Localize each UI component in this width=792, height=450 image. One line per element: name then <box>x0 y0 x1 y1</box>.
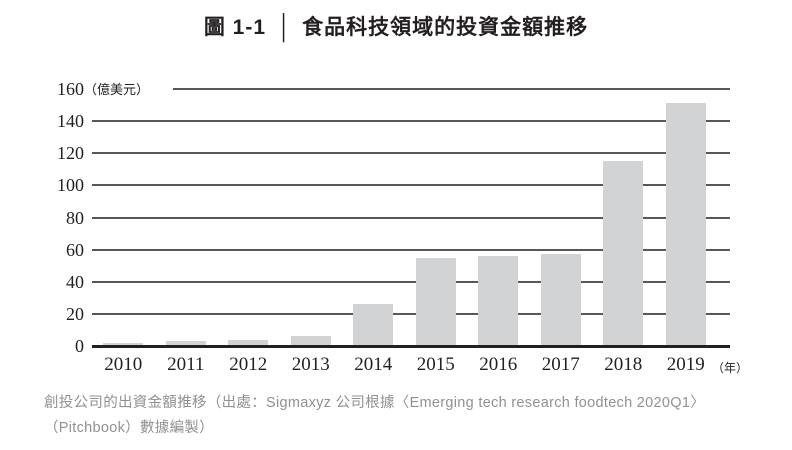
bar-2010 <box>103 342 144 346</box>
bar-2019 <box>665 103 706 346</box>
figure-title: 圖 1-1 │ 食品科技領域的投資金額推移 <box>0 11 792 41</box>
x-label-2017: 2017 <box>541 354 580 375</box>
x-label-2013: 2013 <box>291 354 330 375</box>
y-tick-label-80: 80 <box>66 207 84 228</box>
bar-2013 <box>290 336 331 346</box>
y-tick-label-0: 0 <box>75 336 84 356</box>
gridline-140 <box>92 120 730 123</box>
gridline-60 <box>92 248 730 251</box>
y-tick-label-120: 120 <box>57 143 84 164</box>
x-label-2019: 2019 <box>666 354 705 375</box>
x-label-2014: 2014 <box>354 354 393 375</box>
gridline-120 <box>92 152 730 155</box>
gridline-40 <box>92 280 730 283</box>
bar-2011 <box>165 341 206 346</box>
y-axis-unit-label: （億美元） <box>84 79 156 98</box>
caption-line-1: 創投公司的出資金額推移（出處：Sigmaxyz 公司根據〈Emerging te… <box>44 395 705 411</box>
gridline-160 <box>173 88 730 90</box>
x-label-2012: 2012 <box>229 354 268 375</box>
x-label-2015: 2015 <box>416 354 455 375</box>
gridline-100 <box>92 184 730 187</box>
x-label-2011: 2011 <box>167 354 205 375</box>
figure-number: 圖 1-1 <box>203 16 267 39</box>
x-label-2010: 2010 <box>104 354 143 375</box>
x-axis-line <box>92 345 730 348</box>
gridline-80 <box>92 216 730 219</box>
y-tick-label-40: 40 <box>66 271 84 292</box>
bar-chart: 0 20 40 60 80 100 120 140 160 （億美元） 2010 2011 2012… <box>57 79 748 375</box>
bar-2016 <box>478 256 519 346</box>
bar-2012 <box>228 339 269 346</box>
y-tick-label-140: 140 <box>57 111 84 132</box>
figure-title-text: 食品科技領域的投資金額推移 <box>302 16 589 39</box>
bar-2015 <box>415 257 456 346</box>
gridline-20 <box>92 312 730 315</box>
y-tick-label-60: 60 <box>66 239 84 260</box>
caption-line-2: （Pitchbook）數據編製） <box>44 419 214 436</box>
x-label-2018: 2018 <box>604 354 643 375</box>
x-label-2016: 2016 <box>479 354 518 375</box>
title-separator: │ <box>278 14 293 41</box>
bar-2018 <box>603 161 644 346</box>
y-tick-label-100: 100 <box>57 175 84 196</box>
bar-2017 <box>540 254 581 346</box>
y-tick-label-20: 20 <box>66 303 84 324</box>
source-caption: 創投公司的出資金額推移（出處：Sigmaxyz 公司根據〈Emerging te… <box>44 391 768 440</box>
y-tick-label-160: 160 <box>57 79 84 99</box>
x-axis-unit-label: （年） <box>712 361 749 375</box>
bar-2014 <box>353 304 394 346</box>
